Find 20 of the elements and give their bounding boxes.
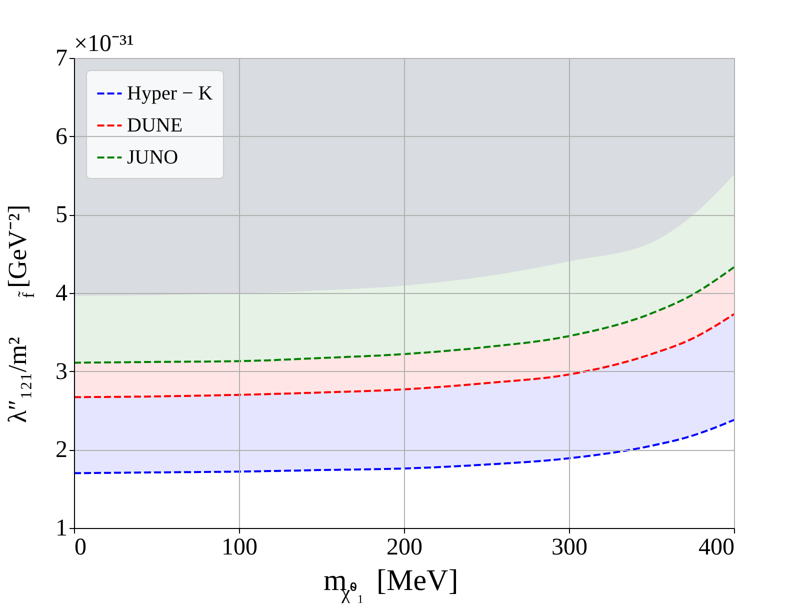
- line-series: [74, 266, 734, 364]
- line-series: [74, 418, 734, 474]
- legend-label: DUNE: [127, 114, 183, 136]
- legend-label: Hyper − K: [127, 82, 214, 104]
- y-tick-label: 7: [56, 46, 68, 72]
- x-tick-label: 300: [552, 534, 588, 560]
- x-tick-label: 100: [222, 534, 258, 560]
- legend-label: JUNO: [127, 146, 178, 168]
- y-tick-label: 2: [56, 437, 68, 464]
- x-tick-label: 0: [74, 534, 86, 560]
- y-tick-label: 4: [56, 280, 68, 306]
- x-tick-label: 200: [386, 534, 422, 560]
- y-tick-label: 6: [56, 124, 68, 150]
- y-tick-label: 3: [56, 358, 68, 385]
- text: λ″₁₂₁/m²f̃ [GeV⁻²]: [3, 204, 38, 423]
- text: ×10⁻³¹: [74, 31, 134, 57]
- y-tick-label: 1: [56, 516, 68, 542]
- y-tick-label: 5: [56, 202, 68, 228]
- line-series: [74, 313, 734, 398]
- x-tick-label: 400: [698, 534, 734, 560]
